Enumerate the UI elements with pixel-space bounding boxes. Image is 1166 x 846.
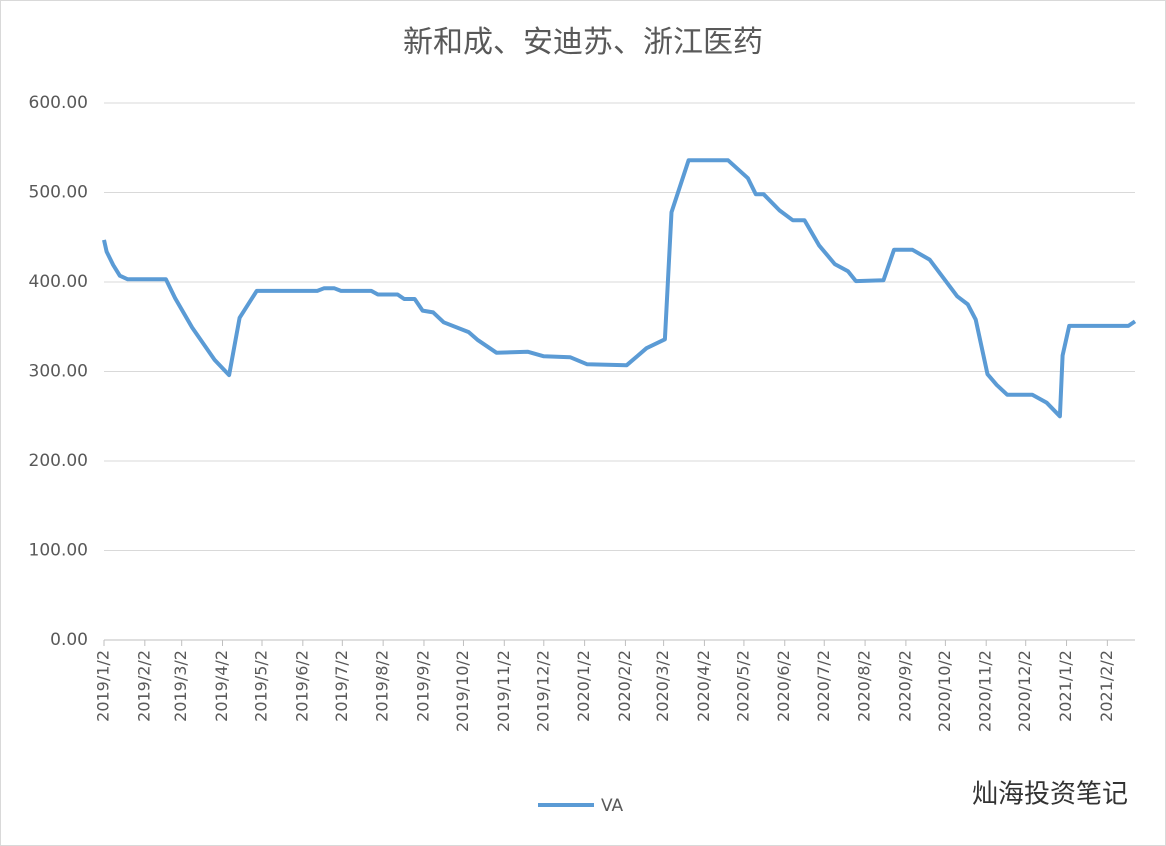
y-tick-label: 200.00 <box>29 451 88 471</box>
watermark: 灿海投资笔记 <box>972 780 1128 810</box>
x-tick-label: 2019/8/2 <box>373 650 392 722</box>
y-tick-label: 500.00 <box>29 183 88 203</box>
x-tick-label: 2019/6/2 <box>292 650 311 722</box>
x-tick-label: 2019/10/2 <box>453 650 472 732</box>
x-tick-label: 2019/1/2 <box>94 650 113 722</box>
x-tick-label: 2019/9/2 <box>413 650 432 722</box>
x-tick-label: 2019/4/2 <box>212 650 231 722</box>
x-tick-label: 2020/4/2 <box>694 650 713 722</box>
x-tick-label: 2019/12/2 <box>533 650 552 732</box>
x-tick-label: 2021/2/2 <box>1097 650 1116 722</box>
x-tick-label: 2020/5/2 <box>733 650 752 722</box>
y-tick-label: 0.00 <box>50 630 88 650</box>
x-tick-label: 2019/5/2 <box>252 650 271 722</box>
data-line <box>102 158 1137 419</box>
x-tick-label: 2021/1/2 <box>1056 650 1075 722</box>
y-tick-label: 100.00 <box>29 541 88 561</box>
x-tick-label: 2020/10/2 <box>935 650 954 732</box>
x-tick-label: 2020/12/2 <box>1015 650 1034 732</box>
x-tick-label: 2019/11/2 <box>494 650 513 732</box>
x-tick-label: 2020/3/2 <box>653 650 672 722</box>
x-tick-label: 2020/8/2 <box>855 650 874 722</box>
x-tick-label: 2020/7/2 <box>814 650 833 722</box>
x-tick-label: 2020/2/2 <box>615 650 634 722</box>
chart-title: 新和成、安迪苏、浙江医药 <box>403 25 763 60</box>
x-tick-label: 2020/9/2 <box>895 650 914 722</box>
x-tick-label: 2019/7/2 <box>332 650 351 722</box>
y-tick-label: 300.00 <box>29 362 88 382</box>
y-tick-label: 400.00 <box>29 272 88 292</box>
y-tick-label: 600.00 <box>29 93 88 113</box>
x-tick-label: 2020/1/2 <box>574 650 593 722</box>
x-tick-label: 2020/6/2 <box>774 650 793 722</box>
x-tick-label: 2020/11/2 <box>976 650 995 732</box>
x-tick-label: 2019/2/2 <box>134 650 153 722</box>
legend-label: VA <box>601 796 624 816</box>
x-tick-label: 2019/3/2 <box>171 650 190 722</box>
